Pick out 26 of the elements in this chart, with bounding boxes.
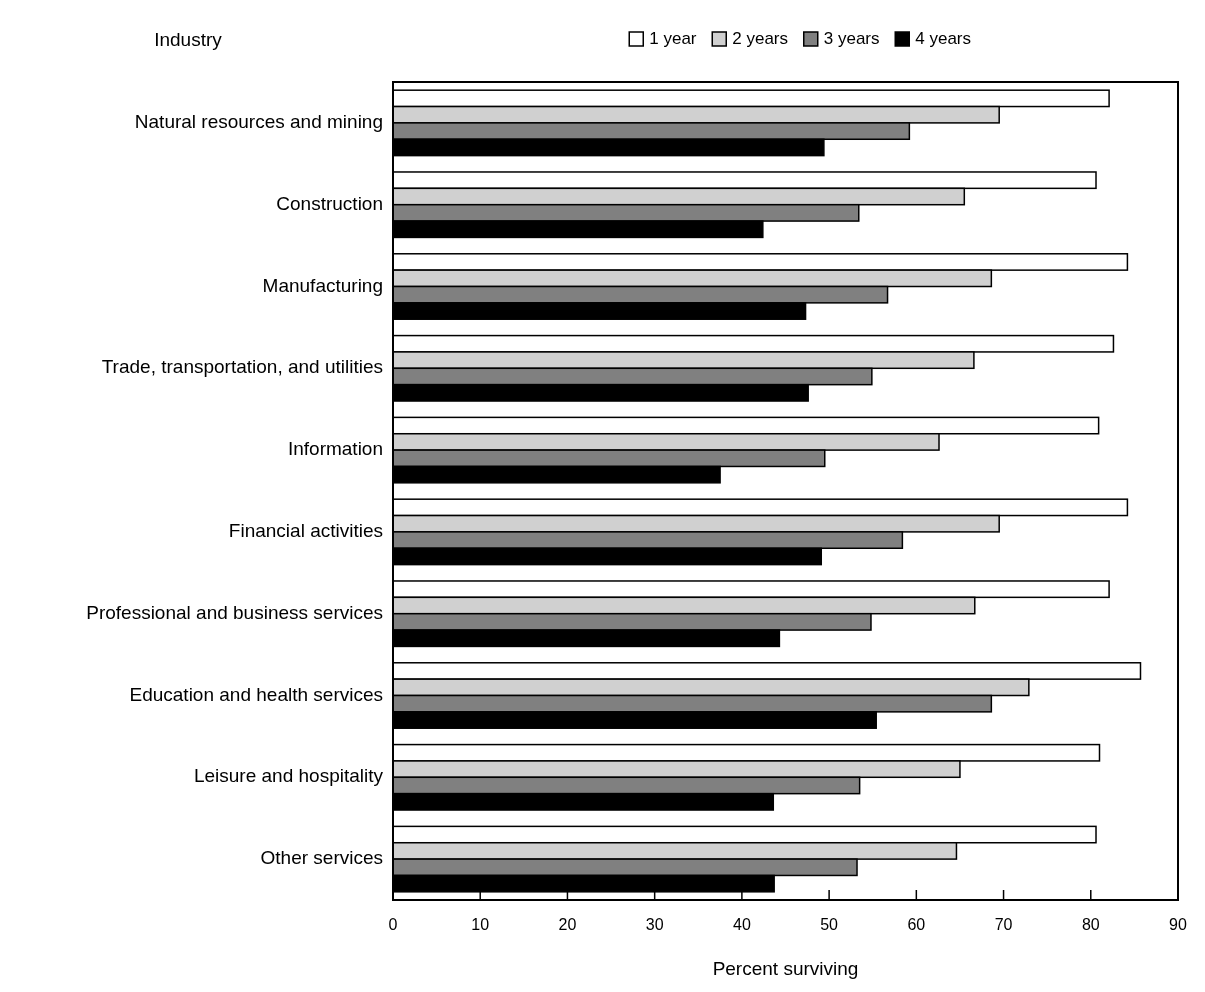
- y-tick-label: Natural resources and mining: [134, 110, 383, 132]
- x-tick-label: 40: [732, 916, 751, 933]
- x-tick-label: 80: [1081, 916, 1100, 933]
- y-axis-title: Industry: [154, 29, 223, 50]
- x-tick-label: 30: [645, 916, 664, 933]
- y-tick-label: Education and health services: [129, 683, 383, 705]
- x-tick-label: 60: [907, 916, 926, 933]
- legend-label: 4 years: [915, 29, 971, 49]
- y-tick-label: Trade, transportation, and utilities: [101, 356, 383, 378]
- x-axis-title: Percent surviving: [712, 958, 859, 979]
- x-tick-label: 0: [388, 916, 398, 933]
- legend-label: 2 years: [732, 29, 788, 49]
- y-tick-label: Construction: [276, 192, 383, 214]
- x-tick-label: 10: [471, 916, 490, 933]
- y-tick-label: Financial activities: [228, 519, 383, 541]
- y-tick-label: Other services: [260, 847, 383, 869]
- legend-label: 1 year: [649, 29, 697, 49]
- x-tick-label: 20: [558, 916, 577, 933]
- x-tick-label: 50: [820, 916, 839, 933]
- y-tick-label: Professional and business services: [86, 601, 383, 623]
- x-tick-label: 90: [1169, 916, 1187, 933]
- legend-label: 3 years: [823, 29, 880, 49]
- y-tick-label: Manufacturing: [262, 274, 383, 296]
- x-tick-label: 70: [994, 916, 1013, 933]
- y-tick-label: Information: [287, 438, 383, 460]
- y-tick-label: Leisure and hospitality: [193, 765, 384, 787]
